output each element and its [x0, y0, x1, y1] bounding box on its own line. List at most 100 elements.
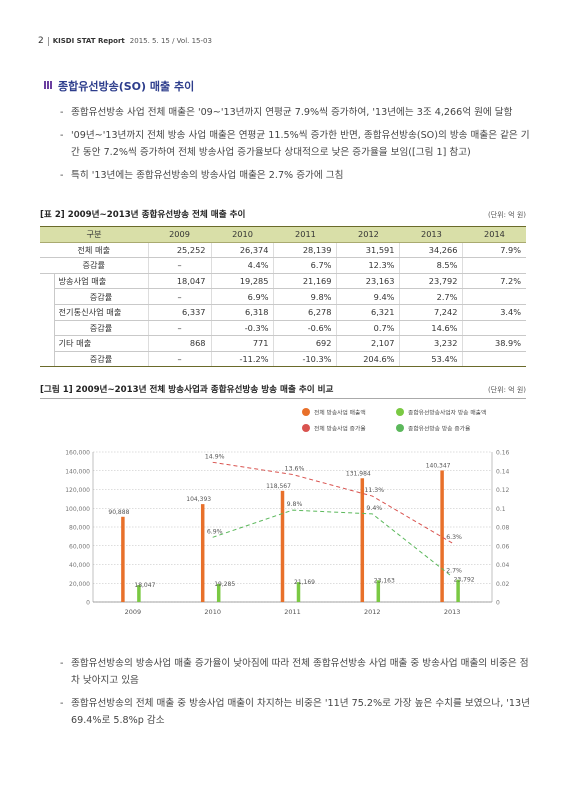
table-cell: –	[147, 320, 211, 337]
table-header-cell: 2013	[399, 226, 463, 243]
bullet-item: '09년~'13년까지 전체 방송 사업 매출은 연평균 11.5%씩 증가한 …	[60, 127, 530, 161]
table-cell: 2.7%	[399, 288, 463, 305]
table-header-cell: 2010	[211, 226, 274, 243]
table-cell: -0.6%	[273, 320, 337, 337]
table-cell: 53.4%	[399, 351, 463, 368]
intro-bullet-list: 종합유선방송 사업 전체 매출은 '09~'13년까지 연평균 7.9%씩 증가…	[60, 104, 530, 190]
table-cell: 26,374	[210, 242, 274, 259]
table-cell: -10.3%	[273, 351, 337, 368]
bar-data-label: 90,888	[108, 509, 129, 516]
table-cell: 6,318	[210, 304, 274, 321]
header-divider	[47, 36, 49, 46]
y-right-tick-label: 0.08	[496, 525, 510, 532]
bar-data-label: 23,792	[454, 577, 475, 584]
y-right-tick-label: 0.1	[496, 506, 506, 513]
so-broadcast-bar	[216, 583, 221, 602]
y-left-tick-label: 120,000	[65, 487, 90, 494]
indent-cell	[40, 273, 54, 368]
closing-bullet-list: 종합유선방송의 방송사업 매출 증가율이 낮아짐에 따라 전체 종합유선방송 사…	[60, 655, 530, 735]
y-left-tick-label: 60,000	[69, 543, 90, 550]
table-header-cell: 구분	[40, 226, 149, 243]
issue-info: 2015. 5. 15 / Vol. 15-03	[129, 37, 212, 45]
table-row: 증감률 – -0.3% -0.6% 0.7% 14.6%	[40, 320, 526, 337]
row-label: 전체 매출	[40, 242, 149, 259]
table-cell: 18,047	[147, 273, 211, 290]
y-left-tick-label: 80,000	[69, 525, 90, 532]
y-left-tick-label: 20,000	[69, 581, 90, 588]
table-header-cell: 2011	[273, 226, 337, 243]
table-cell: 23,163	[336, 273, 400, 290]
revenue-trend-chart: 0 20,000 40,000 60,000 80,000 100,000 120,000 1…	[65, 408, 510, 616]
row-label: 방송사업 매출	[53, 273, 149, 290]
table-row: 증감률 – 6.9% 9.8% 9.4% 2.7%	[40, 288, 526, 305]
table-cell: –	[147, 257, 211, 274]
x-tick-label: 2013	[444, 608, 461, 616]
total-broadcast-bar	[200, 504, 205, 602]
table-cell: 771	[210, 335, 274, 352]
table-cell: 6,337	[147, 304, 211, 321]
legend-line-icon	[302, 424, 310, 432]
total-growth-line	[212, 461, 453, 544]
table-row: 방송사업 매출 18,047 19,285 21,169 23,163 23,7…	[40, 273, 526, 368]
legend-bar-icon	[302, 408, 310, 416]
bar-data-label: 21,169	[294, 579, 315, 586]
bar-data-label: 23,163	[374, 577, 395, 584]
so-growth-line	[212, 509, 453, 578]
bar-data-label: 140,347	[426, 462, 451, 469]
y-left-tick-label: 140,000	[65, 468, 90, 475]
figure-title-rule	[40, 398, 526, 399]
table-cell: 14.6%	[399, 320, 463, 337]
line-data-label: 9.4%	[366, 505, 382, 512]
table-cell	[462, 257, 526, 274]
table-cell	[462, 320, 526, 337]
section-title: 종합유선방송(SO) 매출 추이	[58, 80, 195, 93]
table-cell	[462, 351, 526, 368]
line-data-label: 13.6%	[285, 466, 305, 473]
table-cell: 6,278	[273, 304, 337, 321]
table-cell: 204.6%	[336, 351, 400, 368]
y-right-tick-label: 0.02	[496, 581, 510, 588]
legend-label: 종합유선방송사업자 방송 매출액	[408, 409, 486, 417]
table-row: 전기통신사업 매출 6,337 6,318 6,278 6,321 7,242 …	[40, 304, 526, 321]
table-cell: 6,321	[336, 304, 400, 321]
bullet-item: 종합유선방송의 방송사업 매출 증가율이 낮아짐에 따라 전체 종합유선방송 사…	[60, 655, 530, 689]
table-unit: (단위: 억 원)	[487, 211, 526, 219]
section-bullet-icon	[44, 81, 53, 89]
figure-title: [그림 1] 2009년~2013년 전체 방송사업과 종합유선방송 방송 매출…	[40, 385, 334, 395]
table-cell: 3,232	[399, 335, 463, 352]
row-label: 증감률	[53, 288, 149, 305]
total-broadcast-bar	[121, 516, 125, 602]
total-broadcast-bar	[440, 470, 444, 602]
total-broadcast-bar	[280, 490, 285, 602]
x-tick-label: 2011	[284, 608, 301, 616]
row-label: 전기통신사업 매출	[53, 304, 149, 321]
line-data-label: 11.3%	[364, 487, 384, 494]
y-right-tick-label: 0.04	[496, 562, 510, 569]
table-cell: 692	[273, 335, 337, 352]
y-left-tick-label: 40,000	[69, 562, 90, 569]
bullet-item: 종합유선방송 사업 전체 매출은 '09~'13년까지 연평균 7.9%씩 증가…	[60, 104, 530, 121]
line-data-label: 9.8%	[287, 501, 303, 508]
table-header-row: 구분 2009 2010 2011 2012 2013 2014	[40, 226, 526, 243]
legend-label: 전체 방송사업 증가율	[314, 425, 366, 433]
x-tick-label: 2012	[364, 608, 381, 616]
table-cell: 19,285	[210, 273, 274, 290]
row-label: 증감률	[53, 320, 149, 337]
table-row: 증감률 – 4.4% 6.7% 12.3% 8.5%	[40, 257, 526, 274]
table-cell: 0.7%	[336, 320, 400, 337]
line-data-label: 6.9%	[207, 528, 223, 535]
table-cell: 868	[147, 335, 211, 352]
x-tick-label: 2009	[125, 608, 142, 616]
bar-data-label: 18,047	[134, 582, 155, 589]
so-broadcast-bar	[296, 582, 301, 602]
table-cell: 6.7%	[273, 257, 337, 274]
table-row: 기타 매출 868 771 692 2,107 3,232 38.9%	[40, 335, 526, 352]
bar-data-label: 19,285	[214, 581, 235, 588]
y-right-tick-label: 0.14	[496, 468, 510, 475]
legend-line-icon	[396, 424, 404, 432]
figure-unit: (단위: 억 원)	[487, 386, 526, 394]
line-data-label: 2.7%	[446, 568, 462, 575]
bullet-item: 종합유선방송의 전체 매출 중 방송사업 매출이 차지하는 비중은 '11년 7…	[60, 695, 530, 729]
table-cell: 21,169	[273, 273, 337, 290]
table-header-cell: 2009	[148, 226, 211, 243]
